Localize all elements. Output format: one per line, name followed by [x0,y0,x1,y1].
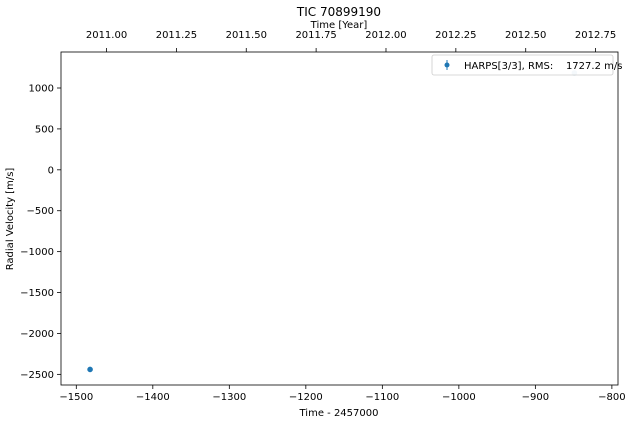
y-tick-label: −1500 [20,288,54,299]
legend-label: HARPS[3/3], RMS: 1727.2 m/s [464,61,622,72]
x-tick-label: −900 [522,392,549,403]
y-tick-label: −1000 [20,247,54,258]
legend-box [431,54,614,76]
x-tick-label: −1300 [212,392,246,403]
top-tick-label: 2011.75 [295,30,336,41]
y-tick-label: 500 [35,124,54,135]
top-tick-label: 2012.00 [365,30,406,41]
y-tick-label: −2000 [20,329,54,340]
legend-marker-icon [444,62,450,68]
x-tick-label: −1200 [289,392,323,403]
top-tick-label: 2012.75 [575,30,616,41]
x-axis-label: Time - 2457000 [299,408,379,419]
x-tick-label: −1400 [136,392,170,403]
chart-title: TIC 70899190 [296,5,381,19]
x-tick-label: −1500 [59,392,93,403]
x-axis-ticks: −1500 −1400 −1300 −1200 −1100 −1000 −900 −800 [59,385,626,403]
data-point [87,366,93,373]
x-tick-label: −800 [598,392,625,403]
data-points [87,70,578,373]
top-tick-label: 2012.50 [505,30,546,41]
top-x-axis-label: Time [Year] [310,20,368,31]
x-tick-label: −1100 [365,392,399,403]
legend: HARPS[3/3], RMS: 1727.2 m/s [431,54,622,76]
plot-area [60,51,619,386]
y-tick-label: −500 [27,206,54,217]
y-tick-label: 0 [48,165,54,176]
y-axis-label: Radial Velocity [m/s] [5,168,16,271]
top-tick-label: 2011.50 [226,30,267,41]
top-tick-label: 2011.00 [86,30,127,41]
y-axis-ticks: 1000 500 0 −500 −1000 −1500 −2000 −2500 [20,84,61,381]
y-tick-label: 1000 [29,84,54,95]
top-tick-label: 2011.25 [156,30,197,41]
top-x-axis-ticks: 2011.00 2011.25 2011.50 2011.75 2012.00 2012.… [86,30,616,52]
y-tick-label: −2500 [20,370,54,381]
top-tick-label: 2012.25 [435,30,476,41]
x-tick-label: −1000 [442,392,476,403]
